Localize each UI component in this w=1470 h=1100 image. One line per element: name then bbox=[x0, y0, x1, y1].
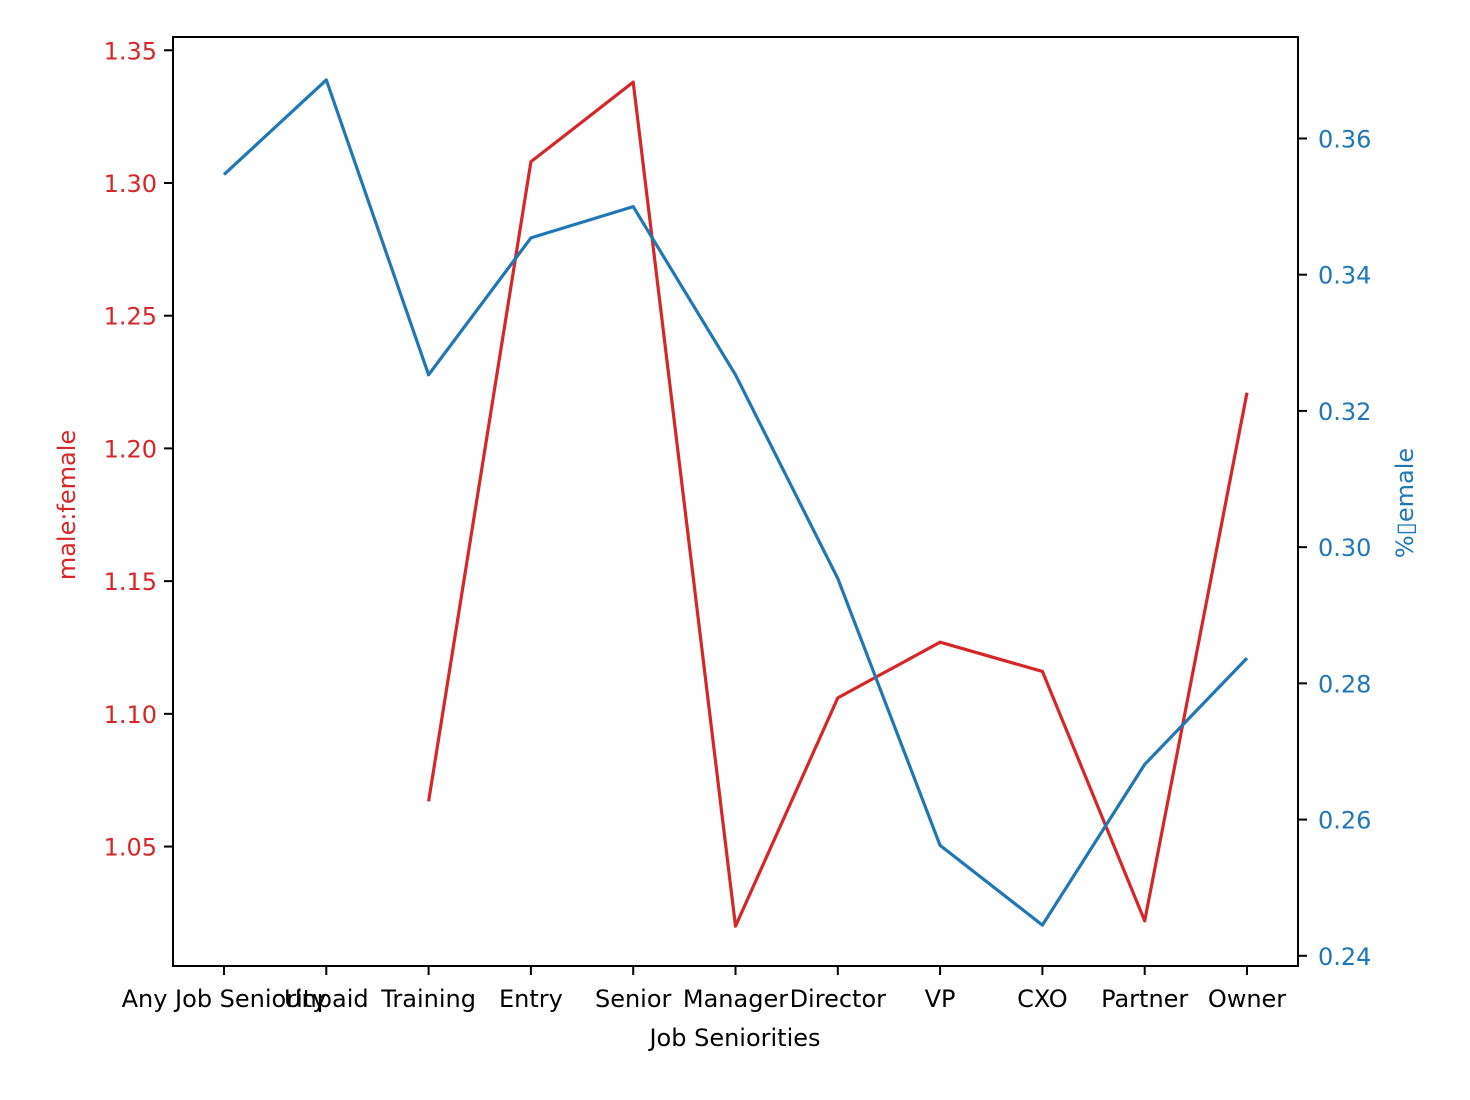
right-y-axis-title: %▯emale bbox=[1391, 448, 1419, 558]
plot-area bbox=[222, 78, 1249, 928]
series-line-ratio bbox=[427, 80, 1249, 928]
plot-frame bbox=[172, 36, 1299, 967]
x-tick-label: Director bbox=[790, 985, 887, 1013]
x-axis-title: Job Seniorities bbox=[647, 1024, 820, 1052]
right-tick-label: 0.26 bbox=[1318, 807, 1371, 835]
x-tick-label: Training bbox=[380, 985, 476, 1013]
left-tick-label: 1.15 bbox=[104, 568, 157, 596]
left-tick-label: 1.20 bbox=[104, 435, 157, 463]
left-tick-label: 1.10 bbox=[104, 701, 157, 729]
x-tick-label: Partner bbox=[1101, 985, 1188, 1013]
left-tick-label: 1.30 bbox=[104, 170, 157, 198]
right-tick-label: 0.34 bbox=[1318, 262, 1371, 290]
x-tick-label: CXO bbox=[1017, 985, 1068, 1013]
right-tick-label: 0.32 bbox=[1318, 398, 1371, 426]
right-y-axis: 0.24 0.26 0.28 0.30 0.32 0.34 0.36 bbox=[1298, 125, 1371, 971]
series-line-percent bbox=[222, 78, 1249, 927]
x-tick-label: Entry bbox=[499, 985, 563, 1013]
left-y-axis: 1.05 1.10 1.15 1.20 1.25 1.30 1.35 bbox=[104, 37, 173, 862]
left-tick-label: 1.25 bbox=[104, 303, 157, 331]
left-tick-label: 1.05 bbox=[104, 834, 157, 862]
left-tick-label: 1.35 bbox=[104, 37, 157, 65]
x-tick-label: VP bbox=[925, 985, 956, 1013]
right-tick-label: 0.30 bbox=[1318, 534, 1371, 562]
x-tick-label: Manager bbox=[683, 985, 788, 1013]
right-tick-label: 0.36 bbox=[1318, 125, 1371, 153]
x-tick-label: Senior bbox=[595, 985, 672, 1013]
right-tick-label: 0.24 bbox=[1318, 943, 1371, 971]
x-tick-label: Owner bbox=[1208, 985, 1286, 1013]
x-tick-label: Unpaid bbox=[284, 985, 369, 1013]
x-tick-label: Any Job Seniority bbox=[122, 985, 327, 1013]
right-tick-label: 0.28 bbox=[1318, 670, 1371, 698]
left-y-axis-title: male:female bbox=[53, 430, 81, 580]
